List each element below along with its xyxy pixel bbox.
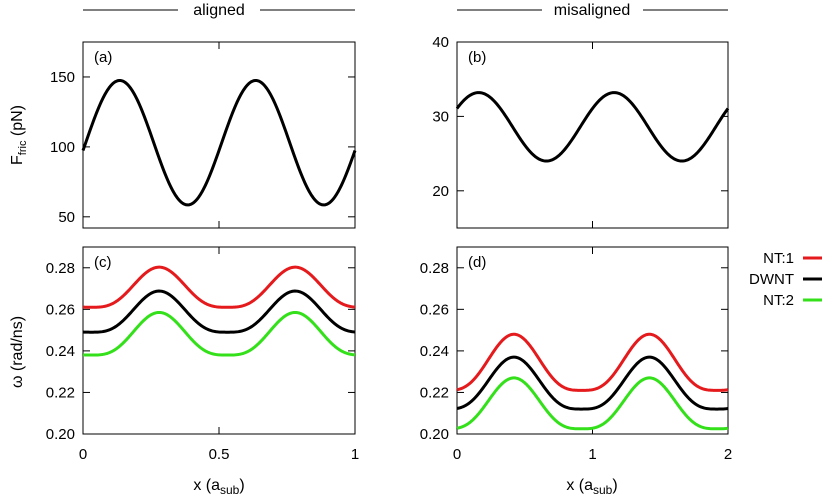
x-axis-label-right: x (asub) bbox=[566, 477, 617, 497]
ytick-label: 0.28 bbox=[46, 260, 75, 277]
ytick-label: 0.28 bbox=[420, 260, 449, 277]
ytick-label: 0.20 bbox=[46, 426, 75, 443]
legend-label: NT:2 bbox=[763, 292, 794, 309]
header-aligned-text: aligned bbox=[193, 2, 245, 19]
legend-label: NT:1 bbox=[763, 250, 794, 267]
series-line bbox=[455, 91, 730, 163]
header-misaligned-text: misaligned bbox=[554, 2, 630, 19]
header-aligned: aligned bbox=[83, 2, 355, 19]
panel-b-frame bbox=[456, 41, 729, 229]
panel-b-label: (b) bbox=[468, 49, 486, 66]
y-axis-label-top: Ffric (pN) bbox=[9, 105, 29, 165]
ytick-label: 0.22 bbox=[420, 384, 449, 401]
series-line bbox=[81, 78, 357, 207]
ytick-label: 0.20 bbox=[420, 426, 449, 443]
ytick-label: 0.22 bbox=[46, 384, 75, 401]
x-axis-label-left: x (asub) bbox=[193, 477, 244, 497]
panel-b: 20 30 40 (b) bbox=[432, 34, 730, 229]
series-line-dwnt bbox=[456, 355, 729, 411]
ytick-label: 0.26 bbox=[46, 301, 75, 318]
panel-c-label: (c) bbox=[94, 254, 112, 271]
ytick-label: 100 bbox=[50, 139, 75, 156]
legend: NT:1 DWNT NT:2 bbox=[749, 250, 822, 309]
xtick-label: 0 bbox=[453, 446, 461, 463]
series-line-nt2 bbox=[456, 376, 729, 431]
ytick-label: 40 bbox=[432, 34, 449, 51]
panel-c: 0.20 0.22 0.24 0.26 0.28 0 0.5 1 (c) bbox=[46, 246, 359, 463]
ytick-label: 30 bbox=[432, 108, 449, 125]
panel-a: 50 100 150 (a) bbox=[50, 41, 357, 229]
panel-d: 0.20 0.22 0.24 0.26 0.28 0 1 2 (d) bbox=[420, 246, 732, 463]
xtick-label: 1 bbox=[588, 446, 596, 463]
ytick-label: 0.24 bbox=[46, 343, 75, 360]
series-line-nt2 bbox=[82, 310, 356, 357]
xtick-label: 0 bbox=[79, 446, 87, 463]
xtick-label: 1 bbox=[351, 446, 359, 463]
y-axis-label-bottom: ω (rad/ns) bbox=[9, 316, 26, 388]
ytick-label: 0.24 bbox=[420, 343, 449, 360]
xtick-label: 0.5 bbox=[209, 446, 230, 463]
ytick-label: 0.26 bbox=[420, 301, 449, 318]
series-line-dwnt bbox=[82, 289, 356, 334]
series-line-nt1 bbox=[82, 265, 356, 309]
panel-d-label: (d) bbox=[468, 254, 486, 271]
panel-d-frame bbox=[456, 246, 729, 435]
ytick-label: 50 bbox=[58, 209, 75, 226]
ytick-label: 20 bbox=[432, 183, 449, 200]
series-line-nt1 bbox=[456, 332, 729, 392]
header-misaligned: misaligned bbox=[457, 2, 728, 19]
ytick-label: 150 bbox=[50, 69, 75, 86]
panel-a-label: (a) bbox=[94, 49, 112, 66]
xtick-label: 2 bbox=[724, 446, 732, 463]
legend-label: DWNT bbox=[749, 271, 794, 288]
